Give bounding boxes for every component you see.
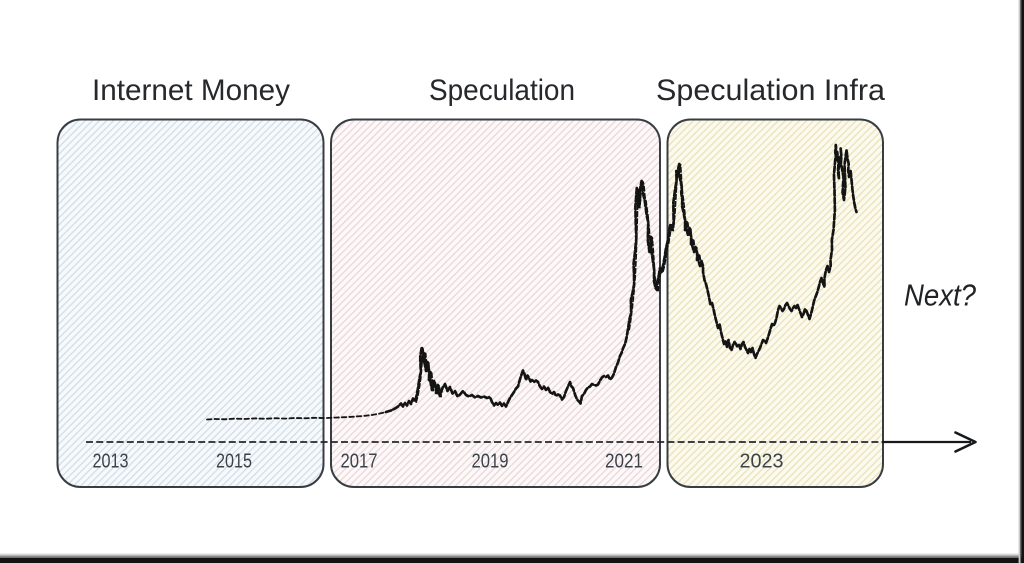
svg-text:2021: 2021 — [605, 451, 643, 473]
svg-text:Speculation: Speculation — [429, 74, 575, 107]
svg-text:Next?: Next? — [904, 278, 977, 313]
svg-text:2019: 2019 — [472, 451, 509, 473]
svg-text:2017: 2017 — [341, 451, 378, 473]
svg-text:2023: 2023 — [740, 451, 784, 473]
svg-text:Internet Money: Internet Money — [92, 74, 290, 107]
svg-text:2013: 2013 — [93, 451, 129, 473]
svg-text:Speculation Infra: Speculation Infra — [656, 74, 885, 107]
svg-text:2015: 2015 — [216, 451, 252, 473]
